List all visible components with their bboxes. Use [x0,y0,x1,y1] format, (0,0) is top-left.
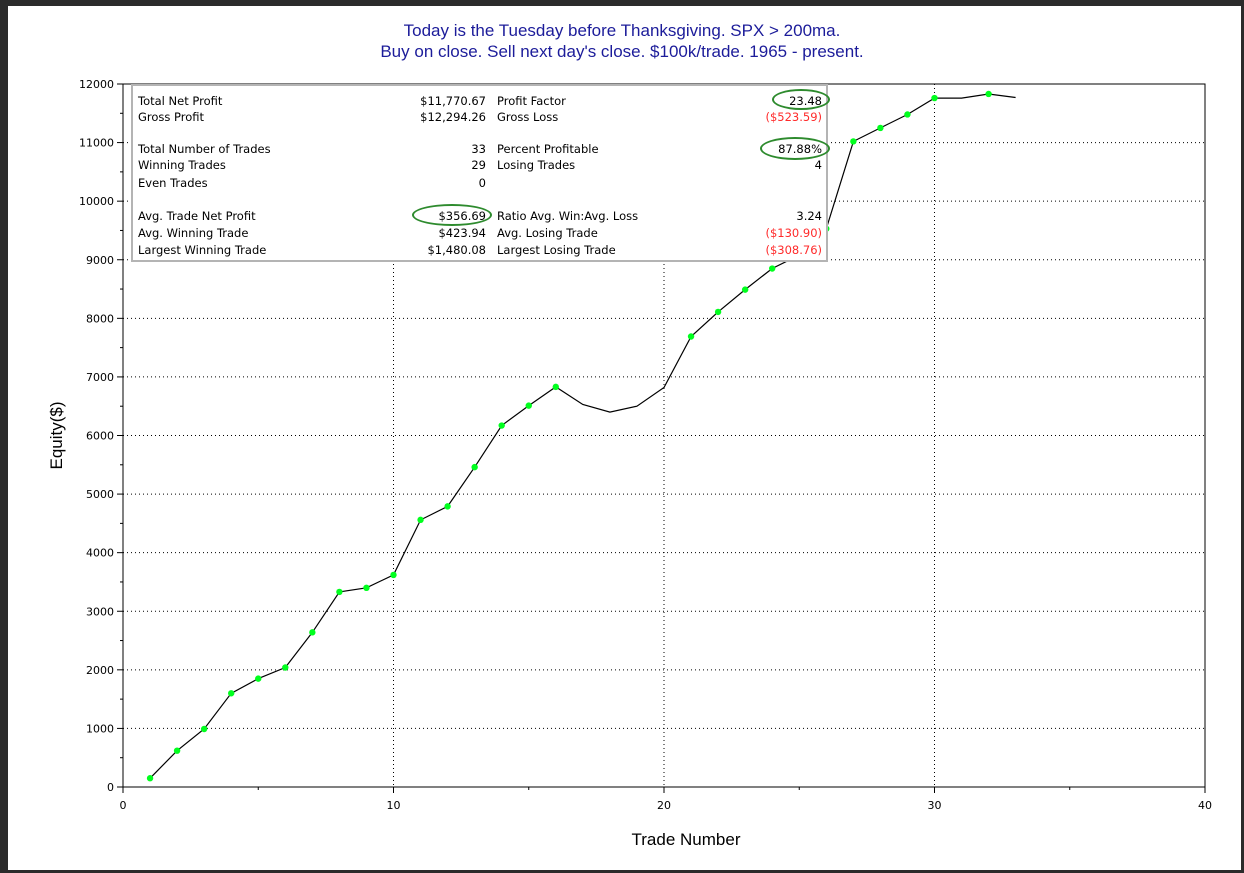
y-tick-label: 0 [107,781,114,794]
stat-value: ($523.59) [765,110,822,124]
x-tick-label: 10 [387,799,401,812]
stat-label: Ratio Avg. Win:Avg. Loss [497,209,639,223]
stats-row: Winning Trades 29 Losing Trades 4 [133,158,826,174]
stat-value: 29 [471,158,486,172]
equity-point [931,94,938,102]
equity-point [714,308,722,316]
stat-label: Avg. Losing Trade [497,226,598,240]
equity-point [255,675,262,682]
stats-panel: Total Net Profit $11,770.67 Profit Factor 2… [131,84,830,262]
chart-title-line-1: Today is the Tuesday before Thanksgiving… [403,21,841,40]
x-tick-label: 40 [1198,799,1212,812]
x-tick-label: 20 [657,799,671,812]
stats-row: Largest Winning Trade $1,480.08 Largest Lo… [133,243,826,259]
stat-value: $423.94 [438,226,486,240]
stat-value: 3.24 [796,209,822,223]
stat-label: Largest Losing Trade [497,243,616,257]
stat-label: Avg. Trade Net Profit [138,209,256,223]
frame-border-right [1241,0,1244,873]
frame-border-bottom [0,870,1244,873]
y-tick-label: 12000 [79,78,114,91]
equity-point [985,90,992,98]
stat-label: Largest Winning Trade [138,243,267,257]
chart-title: Today is the Tuesday before Thanksgiving… [0,20,1244,62]
stats-row: Total Net Profit $11,770.67 Profit Factor 2… [133,94,826,110]
equity-line [149,93,1016,779]
highlight-oval [760,137,830,160]
stat-value: $12,294.26 [420,110,486,124]
y-tick-label: 9000 [86,254,114,267]
stat-value: ($308.76) [765,243,822,257]
y-tick-label: 3000 [86,605,114,618]
stats-row: Avg. Winning Trade $423.94 Avg. Losing Tra… [133,226,826,242]
stat-label: Avg. Winning Trade [138,226,249,240]
equity-point [498,422,505,429]
equity-point [471,463,478,471]
equity-point [769,265,776,272]
x-tick-label: 0 [120,799,127,812]
y-tick-label: 8000 [86,312,114,325]
equity-point [146,775,154,782]
y-tick-label: 11000 [79,137,114,150]
frame-border-left [0,0,8,873]
chart-title-line-2: Buy on close. Sell next day's close. $10… [380,42,864,61]
equity-point [200,725,208,733]
y-axis-label: Equity($) [47,401,66,469]
stat-label: Losing Trades [497,158,576,172]
equity-point [552,383,559,391]
y-tick-label: 4000 [86,547,114,560]
equity-point [444,503,451,510]
equity-point [228,690,235,697]
stats-row: Even Trades 0 [133,176,826,192]
y-tick-label: 2000 [86,664,114,677]
stat-label: Profit Factor [497,94,566,108]
stat-value: $11,770.67 [420,94,486,108]
equity-point [687,333,695,340]
equity-point [877,124,884,132]
stats-row: Gross Profit $12,294.26 Gross Loss ($523.59… [133,110,826,126]
stat-label: Percent Profitable [497,142,599,156]
equity-point [390,571,397,579]
equity-point [173,747,181,754]
stat-label: Gross Loss [497,110,559,124]
y-tick-label: 6000 [86,430,114,443]
equity-point [417,516,424,524]
y-tick-label: 7000 [86,371,114,384]
equity-point [282,664,289,671]
stat-value: 0 [478,176,486,190]
stat-label: Gross Profit [138,110,205,124]
frame-border-top [0,0,1244,6]
stat-label: Total Net Profit [138,94,223,108]
equity-point [336,588,343,596]
y-tick-label: 5000 [86,488,114,501]
stat-label: Total Number of Trades [138,142,271,156]
equity-point [904,111,911,118]
equity-point [741,286,749,293]
equity-point [363,584,370,592]
equity-point [309,629,316,636]
x-tick-label: 30 [928,799,942,812]
highlight-oval [772,89,830,110]
stat-label: Winning Trades [138,158,226,172]
y-tick-label: 10000 [79,195,114,208]
stat-label: Even Trades [138,176,208,190]
equity-point [850,138,857,145]
stats-row: Total Number of Trades 33 Percent Profitab… [133,142,826,158]
stat-value: 33 [471,142,486,156]
y-tick-label: 1000 [86,722,114,735]
stat-value: $1,480.08 [427,243,486,257]
highlight-oval [412,204,492,226]
x-axis-label: Trade Number [632,830,741,849]
equity-point [525,402,532,409]
stat-value: 4 [814,158,822,172]
stat-value: ($130.90) [765,226,822,240]
